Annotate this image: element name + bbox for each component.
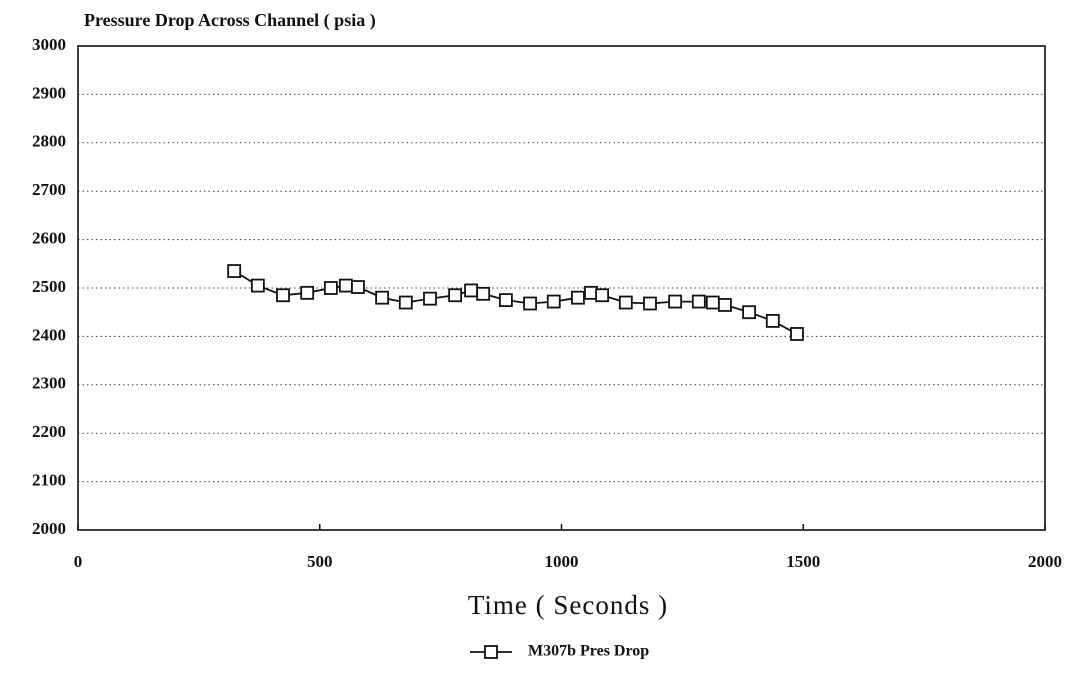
x-tick-label: 1000 [545,552,579,571]
y-tick-label: 2400 [32,325,66,344]
x-tick-label: 0 [74,552,83,571]
data-marker [523,296,537,311]
data-line [233,270,798,335]
x-axis-label: Time ( Seconds ) [468,590,668,620]
data-marker [476,286,491,301]
data-marker [618,295,633,310]
data-marker [790,327,804,341]
data-marker [705,295,720,310]
data-marker [351,280,365,294]
data-marker [742,305,756,320]
data-marker [423,291,437,306]
x-tick-label: 1500 [786,552,820,571]
data-marker [276,288,290,303]
data-marker [300,285,315,300]
y-tick-label: 2300 [32,374,66,393]
y-tick-label: 2100 [32,471,66,490]
data-marker [643,296,657,311]
y-tick-label: 2200 [32,422,66,441]
y-tick-label: 2500 [32,277,66,296]
data-marker [323,281,338,295]
legend-marker [484,645,498,659]
data-marker [765,314,780,328]
y-tick-label: 2600 [32,229,66,248]
data-marker [250,278,265,293]
x-tick-label: 2000 [1028,552,1062,571]
y-tick-label: 2900 [32,83,66,102]
legend-label: M307b Pres Drop [528,643,649,660]
data-marker [691,294,706,309]
data-marker [595,288,610,303]
data-marker [464,283,478,298]
data-marker [571,290,585,305]
data-marker [546,294,561,309]
chart-title: Pressure Drop Across Channel ( psia ) [84,10,376,31]
data-marker [375,290,390,305]
data-marker [227,264,242,278]
data-marker [584,285,598,300]
x-tick-label: 500 [307,552,333,571]
y-tick-label: 3000 [32,35,66,54]
y-tick-label: 2700 [32,180,66,199]
data-marker [668,294,683,309]
y-tick-label: 2800 [32,132,66,151]
data-marker [718,298,732,312]
data-marker [448,288,463,303]
data-marker [398,295,413,310]
data-marker [498,293,513,308]
y-tick-label: 2000 [32,519,66,538]
plot-frame [77,45,1046,531]
data-marker [338,278,353,293]
